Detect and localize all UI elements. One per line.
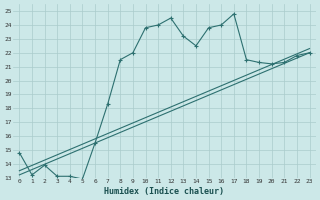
X-axis label: Humidex (Indice chaleur): Humidex (Indice chaleur) xyxy=(104,187,224,196)
